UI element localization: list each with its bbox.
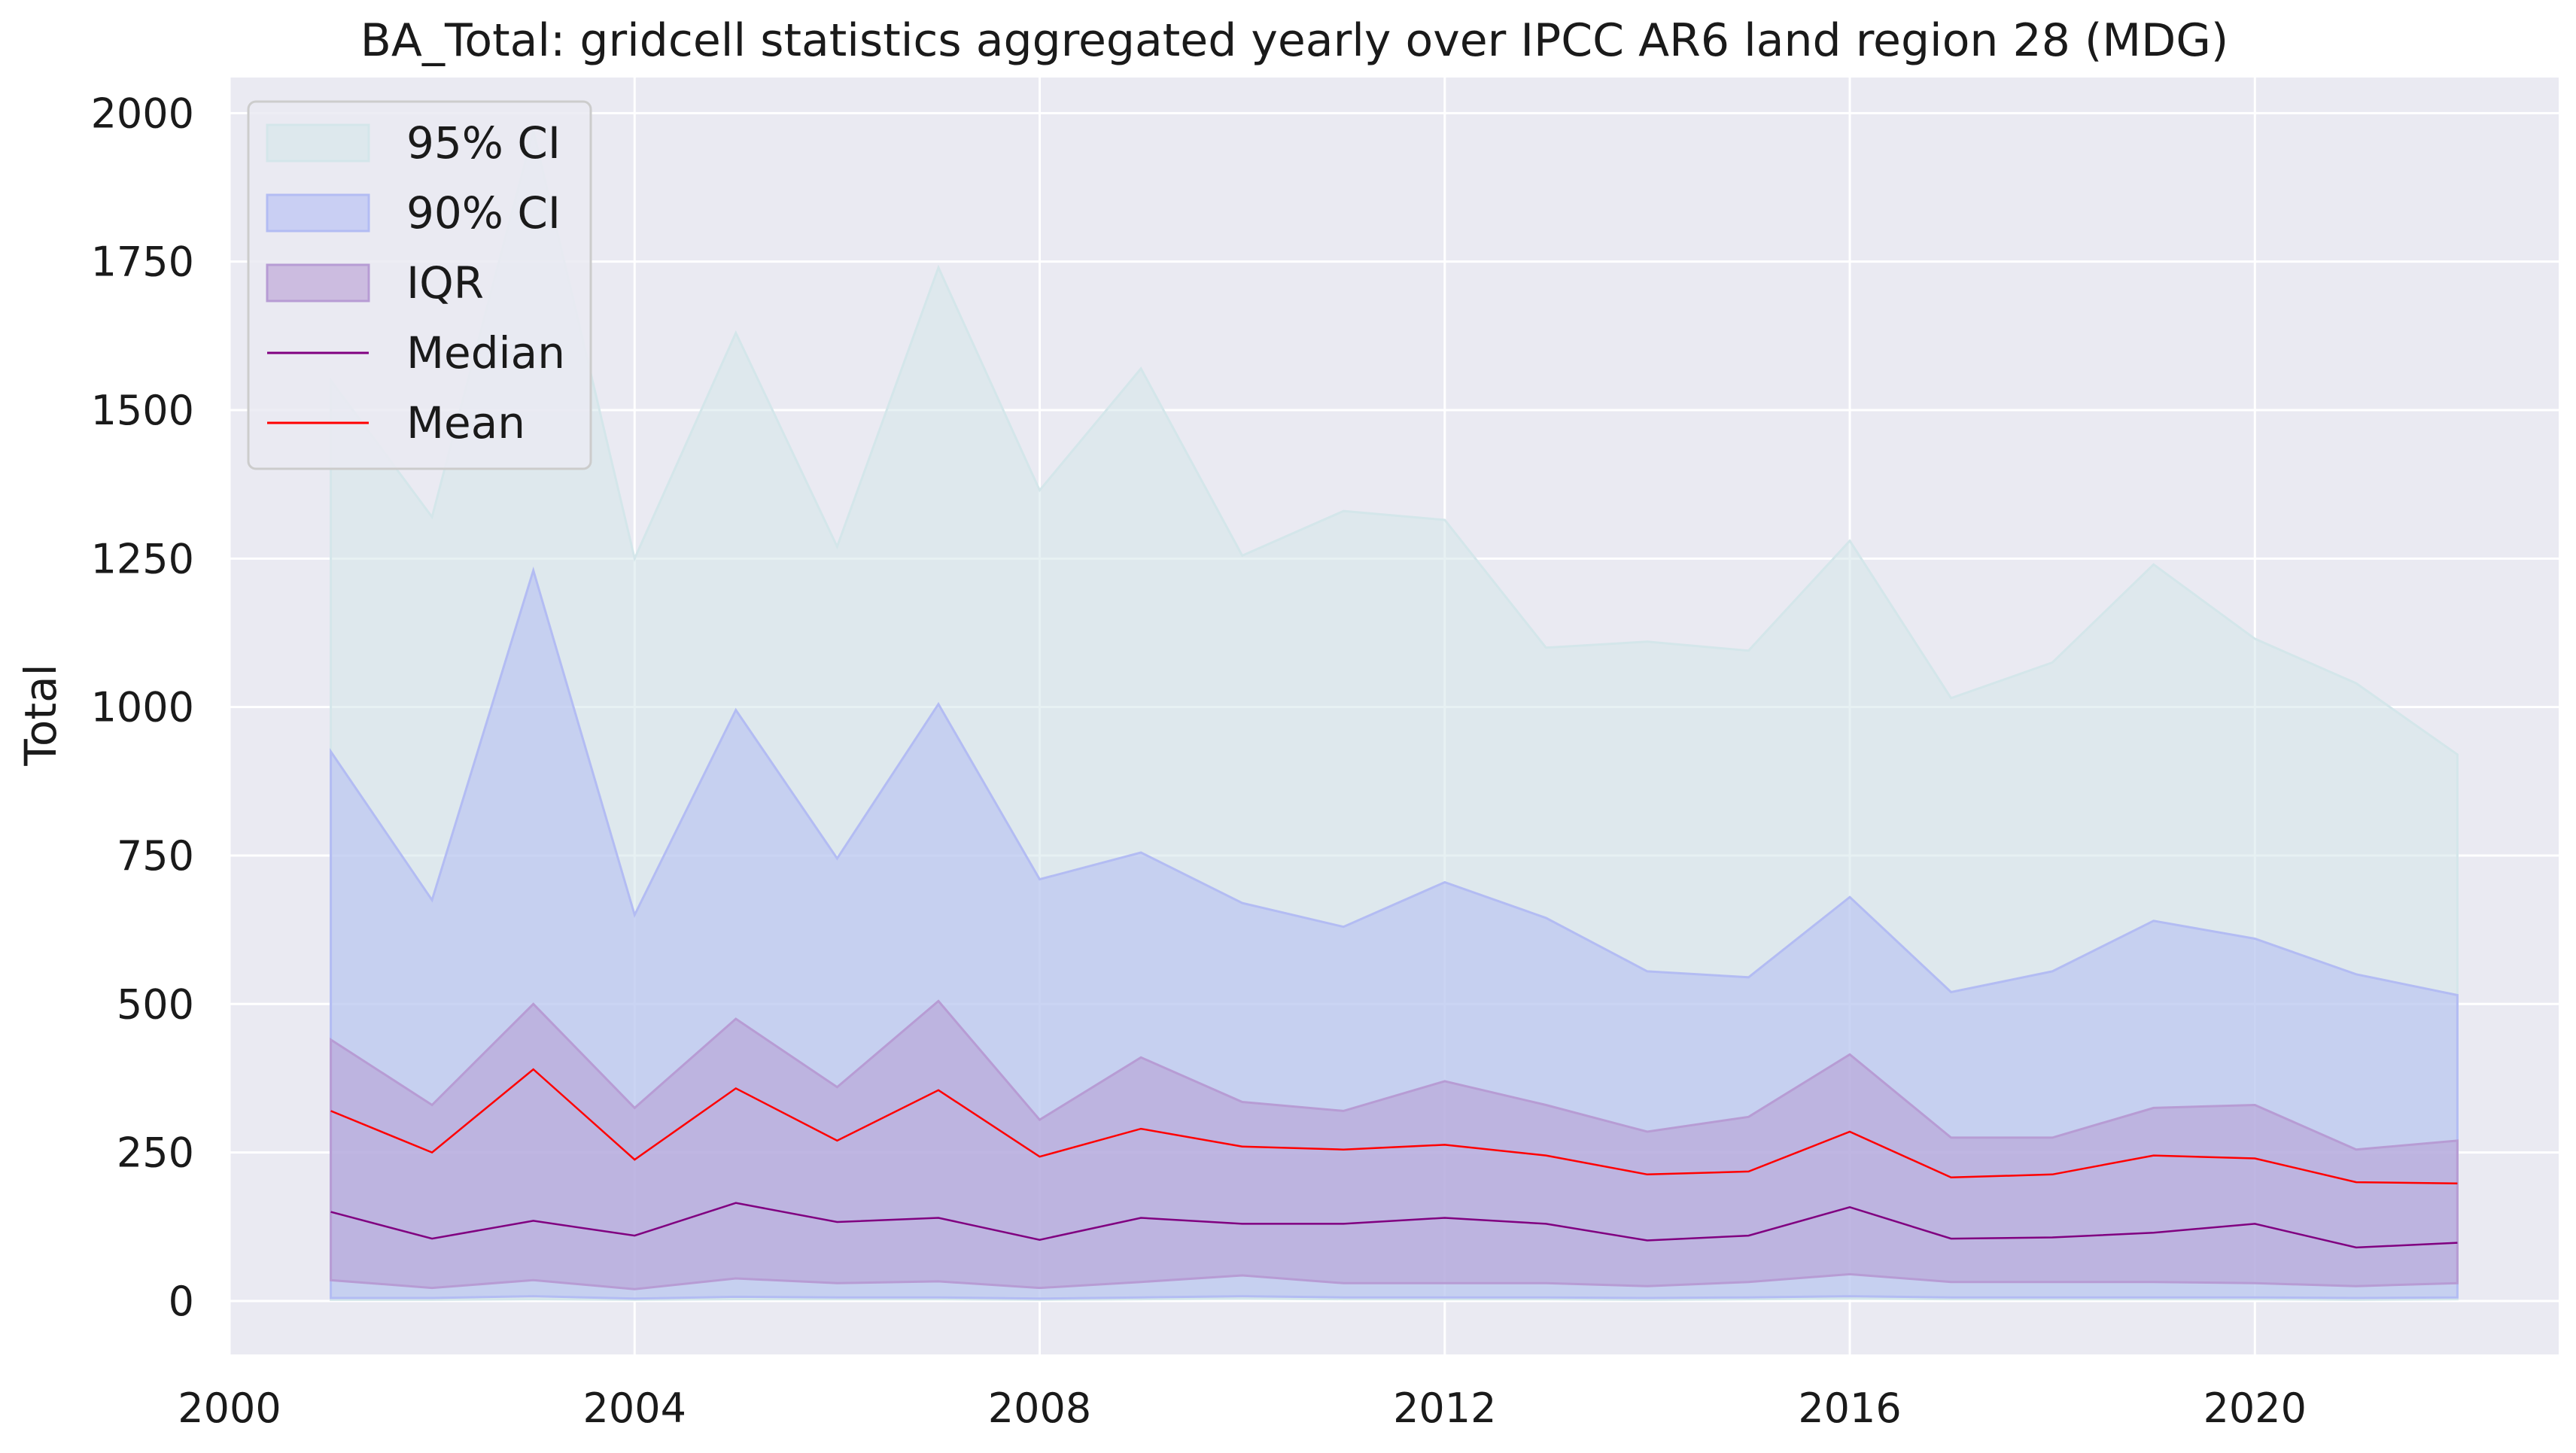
x-tick-label: 2008: [988, 1385, 1091, 1432]
x-tick-label: 2004: [583, 1385, 686, 1432]
y-tick-label: 1500: [91, 387, 194, 434]
x-tick-label: 2000: [178, 1385, 281, 1432]
y-tick-label: 0: [169, 1278, 194, 1325]
legend-swatch-90-ci: [267, 195, 369, 231]
legend: 95% CI 90% CI IQR Median Mean: [248, 102, 591, 469]
x-axis-ticks: 2000 2004 2008 2012 2016 2020: [178, 1385, 2307, 1432]
y-tick-label: 1250: [91, 535, 194, 582]
x-tick-label: 2012: [1393, 1385, 1496, 1432]
legend-label-95-ci: 95% CI: [406, 117, 561, 169]
x-tick-label: 2016: [1798, 1385, 1901, 1432]
chart-title: BA_Total: gridcell statistics aggregated…: [360, 14, 2228, 67]
y-axis-ticks: 0 250 500 750 1000 1250 1500 1750 2000: [91, 90, 194, 1325]
y-tick-label: 1750: [91, 239, 194, 286]
y-tick-label: 250: [117, 1129, 194, 1177]
y-axis-label: Total: [15, 664, 66, 766]
y-tick-label: 2000: [91, 90, 194, 137]
y-tick-label: 500: [117, 980, 194, 1028]
x-tick-label: 2020: [2203, 1385, 2307, 1432]
legend-swatch-95-ci: [267, 125, 369, 161]
legend-label-90-ci: 90% CI: [406, 187, 561, 239]
legend-label-mean: Mean: [406, 397, 525, 448]
legend-swatch-iqr: [267, 265, 369, 301]
legend-label-median: Median: [406, 327, 565, 378]
legend-label-iqr: IQR: [406, 257, 484, 309]
y-tick-label: 1000: [91, 684, 194, 731]
y-tick-label: 750: [117, 832, 194, 880]
